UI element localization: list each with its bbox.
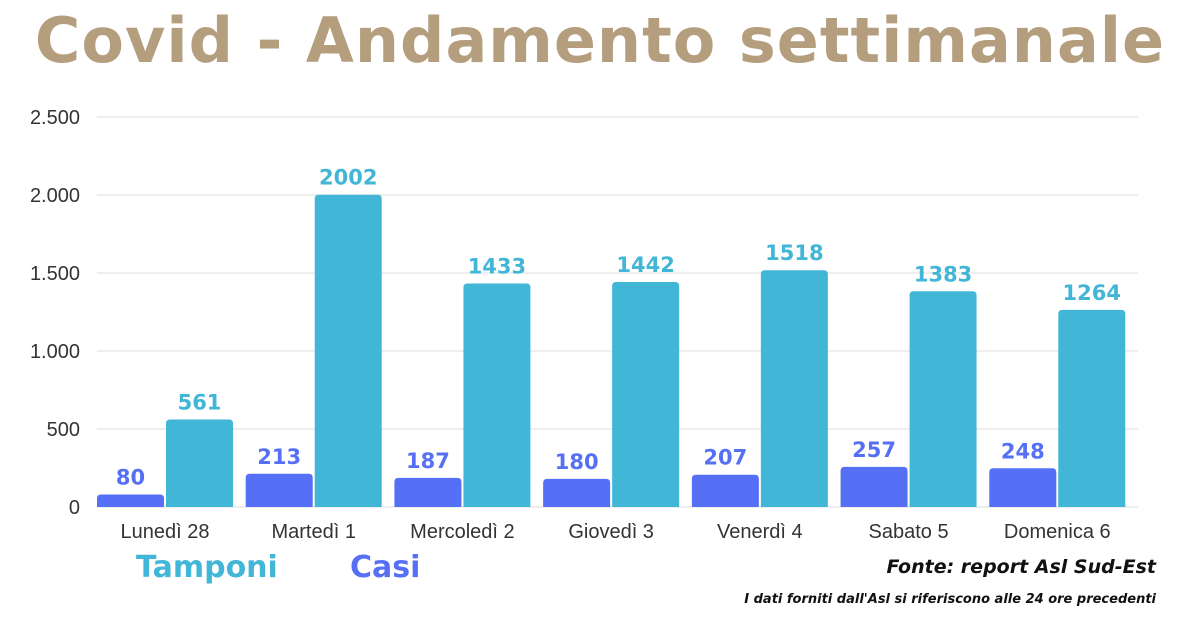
legend-tamponi: Tamponi bbox=[136, 550, 278, 585]
data-label-casi: 257 bbox=[852, 438, 896, 462]
bar-casi bbox=[97, 494, 164, 507]
data-label-casi: 180 bbox=[555, 450, 599, 474]
bar-casi bbox=[840, 466, 908, 507]
bar-tamponi bbox=[612, 282, 680, 507]
bar-tamponi bbox=[166, 419, 233, 507]
data-label-tamponi: 561 bbox=[178, 390, 222, 414]
x-tick-label: Mercoledì 2 bbox=[410, 521, 515, 543]
bar-casi bbox=[245, 473, 313, 507]
data-label-casi: 80 bbox=[116, 466, 145, 490]
chart-title: Covid - Andamento settimanale bbox=[34, 4, 1166, 77]
bar-casi bbox=[543, 478, 611, 507]
y-tick-label: 2.000 bbox=[30, 185, 80, 207]
data-labels: 80 561 213 2002 187 1433 180 1442 207 1518 257 1383… bbox=[116, 166, 1121, 490]
bar-casi bbox=[989, 468, 1057, 507]
bar-tamponi bbox=[760, 270, 828, 507]
x-tick-label: Giovedì 3 bbox=[568, 521, 654, 543]
data-label-tamponi: 1383 bbox=[914, 262, 972, 286]
data-disclaimer: I dati forniti dall'Asl si riferiscono a… bbox=[744, 592, 1156, 607]
y-tick-label: 2.500 bbox=[30, 107, 80, 129]
bar-tamponi bbox=[1058, 309, 1126, 507]
bar-tamponi bbox=[909, 291, 977, 507]
x-tick-label: Venerdì 4 bbox=[717, 521, 803, 543]
data-label-tamponi: 1264 bbox=[1063, 281, 1121, 305]
y-tick-label: 0 bbox=[69, 497, 80, 519]
data-label-tamponi: 2002 bbox=[319, 166, 377, 190]
x-tick-label: Lunedì 28 bbox=[121, 521, 210, 543]
bar-casi bbox=[394, 477, 462, 507]
bars bbox=[97, 194, 1126, 508]
bar-tamponi bbox=[314, 194, 382, 508]
legend-casi: Casi bbox=[350, 550, 421, 585]
data-label-casi: 213 bbox=[257, 445, 301, 469]
y-tick-label: 500 bbox=[47, 419, 80, 441]
y-tick-label: 1.500 bbox=[30, 263, 80, 285]
source-note: Fonte: report Asl Sud-Est bbox=[886, 556, 1156, 578]
data-label-casi: 187 bbox=[406, 449, 450, 473]
data-label-tamponi: 1518 bbox=[765, 241, 823, 265]
data-label-casi: 207 bbox=[703, 446, 747, 470]
data-label-tamponi: 1442 bbox=[616, 253, 674, 277]
x-axis-ticks: Lunedì 28 Martedì 1 Mercoledì 2 Giovedì 3 Ve… bbox=[121, 521, 1111, 543]
y-tick-label: 1.000 bbox=[30, 341, 80, 363]
y-axis-ticks: 0 500 1.000 1.500 2.000 2.500 bbox=[30, 107, 80, 519]
bar-tamponi bbox=[463, 283, 531, 507]
data-label-tamponi: 1433 bbox=[468, 254, 526, 278]
data-label-casi: 248 bbox=[1001, 439, 1045, 463]
x-tick-label: Sabato 5 bbox=[869, 521, 949, 543]
x-tick-label: Martedì 1 bbox=[271, 521, 355, 543]
x-tick-label: Domenica 6 bbox=[1004, 521, 1111, 543]
bar-casi bbox=[691, 474, 759, 507]
